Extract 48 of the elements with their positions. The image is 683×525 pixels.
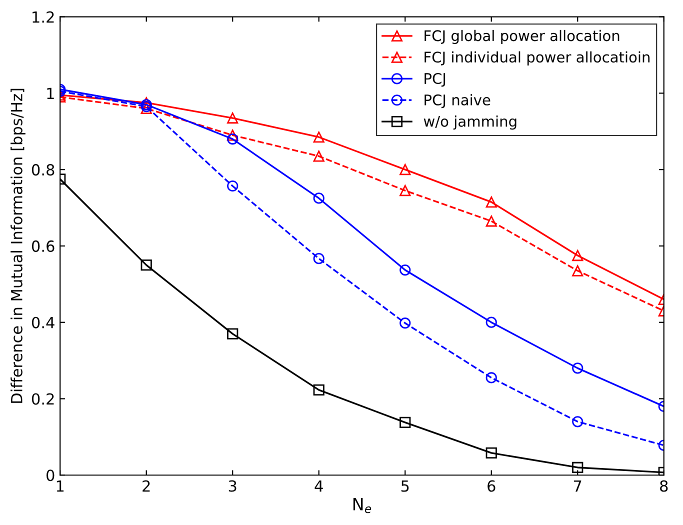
point <box>313 192 324 204</box>
point <box>313 253 324 264</box>
point <box>400 318 411 329</box>
point <box>140 260 152 271</box>
y-tick-label: 0.6 <box>32 240 54 252</box>
point <box>227 328 238 340</box>
y-tick-label: 0 <box>46 470 54 482</box>
legend-label: FCJ global power allocation <box>424 30 620 44</box>
point <box>313 132 324 143</box>
point <box>486 216 497 227</box>
point <box>486 372 497 384</box>
point <box>227 133 238 145</box>
point <box>227 130 238 141</box>
x-tick-label: 3 <box>228 480 236 492</box>
point <box>486 316 497 328</box>
point <box>572 265 584 276</box>
point <box>227 112 238 124</box>
legend-label: FCJ individual power allocatioin <box>424 51 650 66</box>
point <box>400 185 411 196</box>
point <box>486 447 497 459</box>
point <box>400 264 411 276</box>
y-tick-label: 0.4 <box>32 316 54 328</box>
legend-label: PCJ naive <box>424 94 490 108</box>
x-tick-label: 1 <box>56 480 64 492</box>
point <box>486 196 497 208</box>
point <box>572 250 584 262</box>
x-axis-title: N$_{e}$ <box>353 498 372 514</box>
point <box>572 416 584 428</box>
point <box>400 416 411 428</box>
legend-label: PCJ <box>424 72 446 87</box>
x-tick-label: 6 <box>488 480 496 492</box>
point <box>313 150 324 162</box>
x-tick-label: 7 <box>574 480 582 492</box>
y-tick-label: 1 <box>47 88 54 99</box>
point <box>227 180 238 192</box>
x-tick-label: 8 <box>660 480 668 492</box>
point <box>572 362 584 374</box>
y-tick-label: 1.2 <box>32 11 54 23</box>
point <box>400 164 411 176</box>
x-tick-label: 5 <box>401 480 409 492</box>
y-tick-label: 0.8 <box>32 164 54 176</box>
x-tick-label: 2 <box>142 480 150 492</box>
x-tick-label: 4 <box>314 480 323 492</box>
point <box>572 462 584 474</box>
y-tick-label: 0.2 <box>32 393 54 405</box>
point <box>313 384 324 396</box>
y-axis-title: Difference in Mutual Information [bps/Hz] <box>10 88 26 403</box>
legend-label: w/o jamming <box>424 116 516 130</box>
